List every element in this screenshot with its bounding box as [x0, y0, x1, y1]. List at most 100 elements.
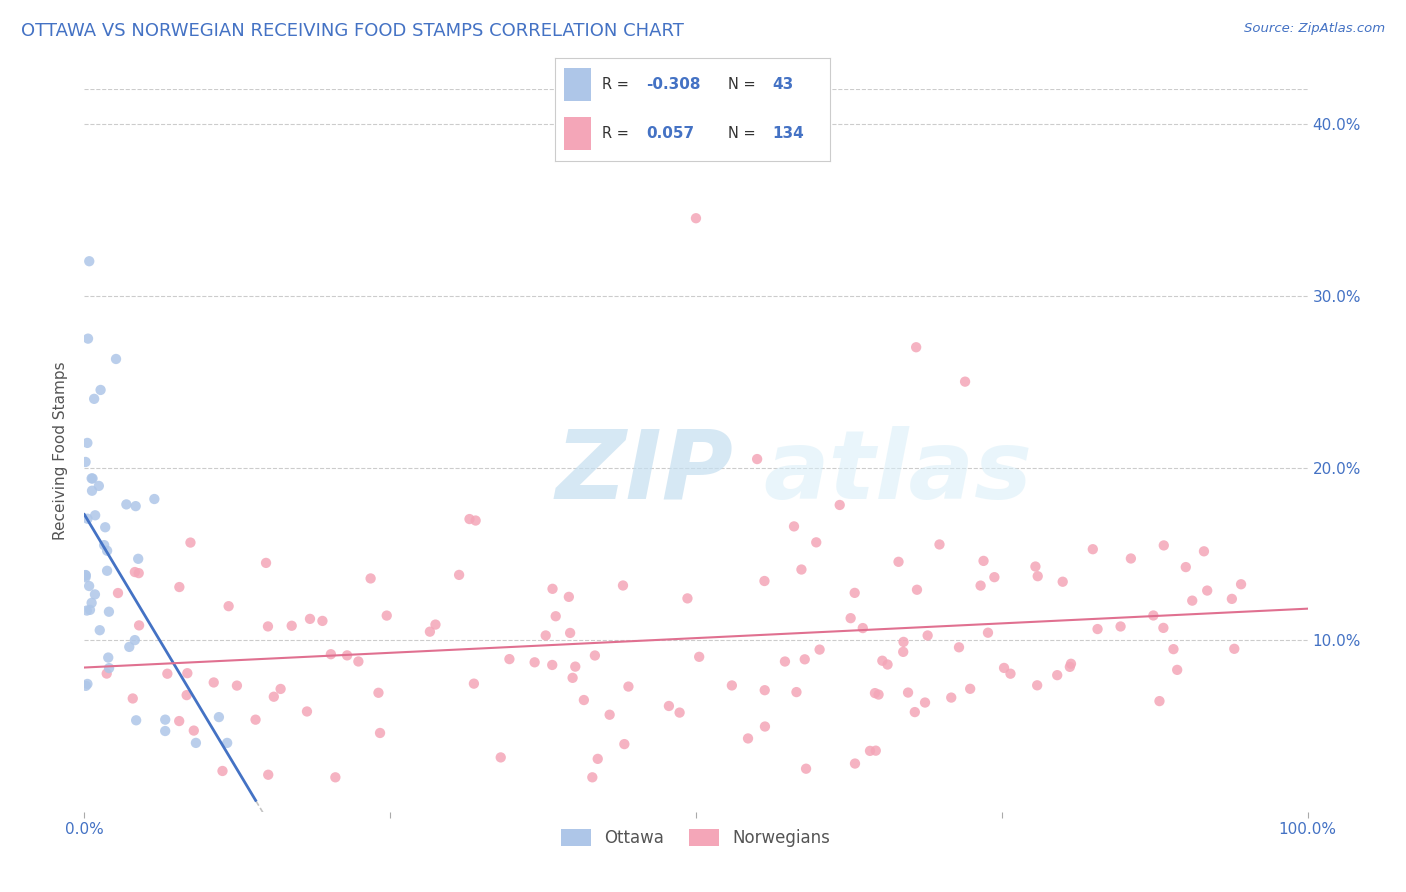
Point [599, 707, 621, 722]
Point [143, 491, 166, 506]
Point [783, 519, 806, 533]
Point [891, 645, 914, 659]
Point [93, 538, 115, 552]
Point [128, 566, 150, 581]
Point [97, 605, 120, 619]
Point [270, 681, 292, 696]
Point [583, 648, 606, 663]
Point [948, 640, 970, 655]
Text: Source: ZipAtlas.com: Source: ZipAtlas.com [1244, 22, 1385, 36]
Point [89, 624, 111, 638]
Point [125, 499, 148, 513]
Point [449, 568, 471, 582]
Text: ZIP: ZIP [555, 425, 733, 518]
Point [844, 586, 866, 600]
Point [914, 696, 936, 710]
Point [1087, 622, 1109, 636]
Point [121, 691, 143, 706]
Point [105, 351, 128, 366]
Point [77, 254, 100, 268]
Point [208, 710, 231, 724]
Point [905, 582, 928, 597]
Point [721, 678, 744, 692]
Point [295, 705, 318, 719]
Point [368, 726, 391, 740]
Point [115, 497, 138, 511]
Point [124, 633, 146, 648]
Point [785, 685, 807, 699]
Point [1109, 619, 1132, 633]
Point [425, 617, 447, 632]
Point [983, 570, 1005, 584]
Point [118, 640, 141, 654]
Point [90, 383, 112, 397]
Point [336, 648, 359, 663]
Point [581, 770, 603, 784]
Point [226, 679, 249, 693]
Point [96, 564, 118, 578]
Point [872, 654, 894, 668]
Point [676, 591, 699, 606]
Point [859, 744, 882, 758]
Point [1059, 660, 1081, 674]
Point [887, 555, 910, 569]
Point [75, 455, 97, 469]
Point [959, 681, 981, 696]
Text: 0.057: 0.057 [645, 127, 695, 142]
Text: R =: R = [602, 77, 634, 92]
Point [561, 671, 583, 685]
Point [489, 750, 512, 764]
Point [564, 659, 586, 673]
Point [865, 744, 887, 758]
Point [75, 568, 97, 582]
Point [1149, 694, 1171, 708]
Point [84, 508, 107, 523]
Point [544, 609, 567, 624]
Point [367, 686, 389, 700]
Point [127, 551, 149, 566]
Point [280, 619, 302, 633]
Legend: Ottawa, Norwegians: Ottawa, Norwegians [554, 822, 838, 854]
Point [668, 706, 690, 720]
Point [80, 596, 103, 610]
Point [1163, 642, 1185, 657]
Point [794, 762, 817, 776]
Point [76, 436, 98, 450]
Point [808, 642, 831, 657]
Point [917, 628, 939, 642]
Point [107, 586, 129, 600]
Point [534, 628, 557, 642]
Point [375, 608, 398, 623]
Point [839, 611, 862, 625]
Point [754, 683, 776, 698]
Point [257, 619, 280, 633]
Point [1142, 608, 1164, 623]
Text: N =: N = [728, 127, 761, 142]
Point [747, 452, 769, 467]
Point [77, 332, 100, 346]
Point [96, 543, 118, 558]
Point [96, 666, 118, 681]
Point [541, 582, 564, 596]
Point [202, 675, 225, 690]
Point [263, 690, 285, 704]
Point [76, 677, 98, 691]
Point [87, 479, 110, 493]
Point [245, 713, 267, 727]
Point [904, 705, 927, 719]
Point [179, 535, 201, 549]
Point [94, 520, 117, 534]
Point [77, 579, 100, 593]
Point [977, 625, 1000, 640]
Text: 134: 134 [772, 127, 804, 142]
Point [541, 657, 564, 672]
Point [257, 768, 280, 782]
Point [125, 713, 148, 727]
Point [953, 375, 976, 389]
Point [156, 666, 179, 681]
Point [1060, 657, 1083, 671]
Point [124, 565, 146, 579]
Point [184, 736, 207, 750]
Text: N =: N = [728, 77, 761, 92]
Point [153, 724, 176, 739]
